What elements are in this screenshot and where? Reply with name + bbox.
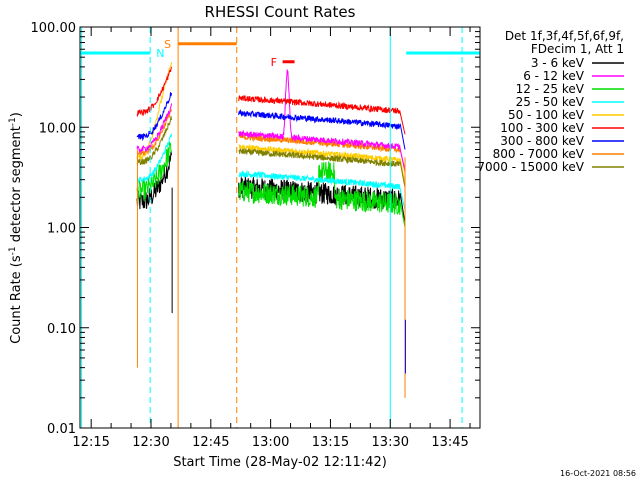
x-tick-label: 12:15 [72,435,109,450]
legend-label: 100 - 300 keV [500,121,584,135]
y-tick-label: 100.00 [31,21,77,36]
plot-frame [79,26,481,429]
series-line [136,115,172,167]
plot-area: NS F [80,27,480,428]
series-line [238,94,406,135]
legend-label: 25 - 50 keV [516,95,585,109]
y-axis-label-main: Count Rate (s [9,255,24,344]
y-axis-label-sup: -1 [8,246,18,255]
legend-label: 6 - 12 keV [523,69,585,83]
x-tick-label: 13:30 [372,435,409,450]
chart-title: RHESSI Count Rates [205,3,356,21]
x-tick-label: 13:00 [252,435,289,450]
series-line [238,169,406,210]
series-line [238,133,406,174]
y-tick-label: 10.00 [39,121,76,136]
series-line [136,109,172,156]
x-axis-label: Start Time (28-May-02 12:11:42) [173,455,387,470]
series-line [136,151,172,210]
series-line [136,92,172,142]
y-axis-label-sup2: -1 [8,117,18,126]
x-axis-ticks: 12:15 12:30 12:45 13:00 13:15 13:30 13:45 [72,27,471,450]
y-axis-ticks: 100.00 10.00 1.00 0.10 0.01 [31,21,480,437]
x-tick-label: 12:45 [192,435,229,450]
footer-timestamp: 16-Oct-2021 08:56 [560,469,636,478]
legend-label: 50 - 100 keV [508,108,585,122]
series-line [238,143,406,184]
flag-label: N [156,47,164,60]
legend: Det 1f,3f,4f,5f,6f,9f, FDecim 1, Att 1 3… [477,29,624,174]
legend-header-line-1: Det 1f,3f,4f,5f,6f,9f, [505,29,624,43]
y-tick-label: 0.01 [47,422,76,437]
y-tick-label: 0.10 [47,322,76,337]
series-line [238,108,406,150]
series-line [238,160,406,228]
series-line [136,103,172,154]
series-line [136,133,172,183]
legend-label: 800 - 7000 keV [493,147,585,161]
y-axis-label-close: ) [9,112,24,117]
y-axis-label: Count Rate (s-1 detector segment-1) [8,112,24,344]
y-axis-label-tail: detector segment [9,126,24,246]
series-line [238,147,406,188]
legend-header-line-2: FDecim 1, Att 1 [531,42,624,56]
legend-label: 300 - 800 keV [500,134,584,148]
series-line [136,66,172,118]
legend-label: 7000 - 15000 keV [477,160,584,174]
series-line [238,69,406,171]
legend-label: 12 - 25 keV [516,82,585,96]
x-tick-label: 13:45 [431,435,468,450]
flag-label: F [271,56,277,69]
flag-label: S [164,38,171,51]
x-tick-label: 12:30 [132,435,169,450]
legend-label: 3 - 6 keV [531,56,585,70]
y-tick-label: 1.00 [47,222,76,237]
x-tick-label: 13:15 [312,435,349,450]
